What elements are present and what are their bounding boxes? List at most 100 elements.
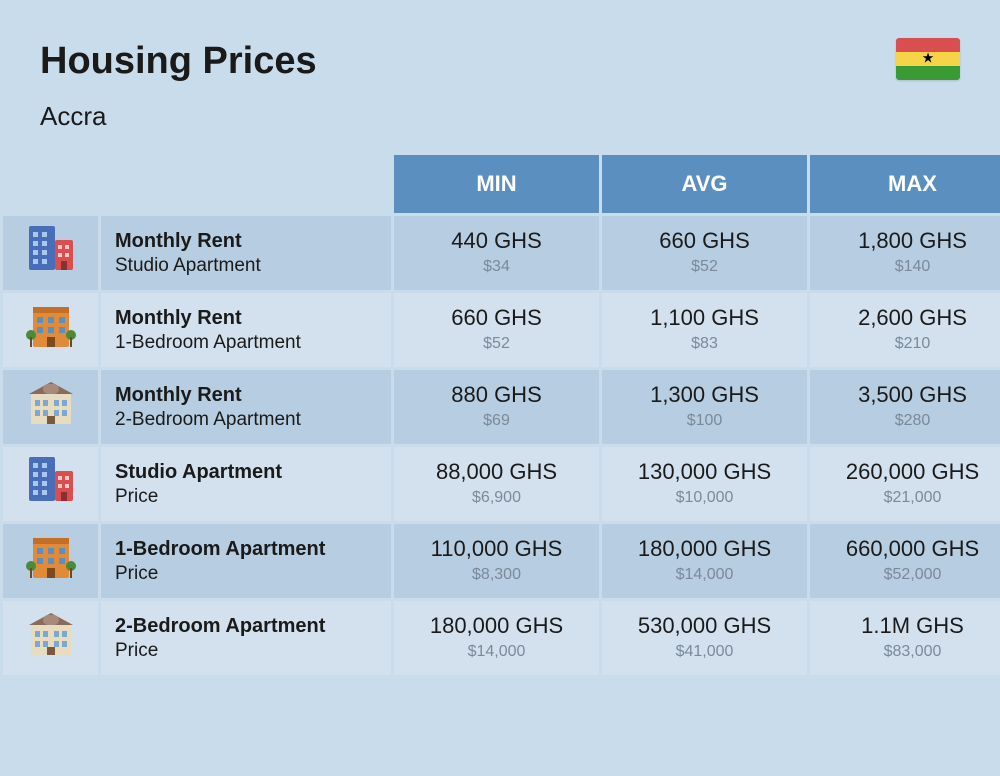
val-usd: $8,300 — [404, 565, 589, 586]
val-ghs: 260,000 GHS — [820, 459, 1000, 485]
row-label-sub: 1-Bedroom Apartment — [115, 331, 381, 355]
building-orange-icon — [25, 530, 77, 582]
table-row: Monthly RentStudio Apartment 440 GHS $34 66… — [3, 216, 1000, 290]
cell-min: 88,000 GHS$6,900 — [394, 447, 599, 521]
val-usd: $41,000 — [612, 642, 797, 663]
cell-max: 1.1M GHS $83,000 — [810, 601, 1000, 675]
pricing-table: MIN AVG MAX Monthly RentStudio Apartment… — [0, 152, 1000, 678]
val-ghs: 1,300 GHS — [612, 382, 797, 408]
cell-max: 660,000 GHS $52,000 — [810, 524, 1000, 598]
cell-avg: 660 GHS $52 — [602, 216, 807, 290]
cell-min: 180,000 GHS $14,000 — [394, 601, 599, 675]
val-usd: $52 — [404, 334, 589, 355]
row-label-main: 2-Bedroom Apartment — [115, 614, 381, 639]
cell-max: 260,000 GHS $21,000 — [810, 447, 1000, 521]
cell-max: 2,600 GHS $210 — [810, 293, 1000, 367]
row-label-sub: Price — [115, 639, 381, 663]
row-label-cell: 2-Bedroom ApartmentPrice — [101, 601, 391, 675]
val-usd: $100 — [612, 411, 797, 432]
val-ghs: 180,000 GHS — [612, 536, 797, 562]
col-max: MAX — [810, 155, 1000, 213]
cell-min: 660 GHS $52 — [394, 293, 599, 367]
row-label-cell: 1-Bedroom ApartmentPrice — [101, 524, 391, 598]
row-label-cell: Studio ApartmentPrice — [101, 447, 391, 521]
row-label-cell: Monthly RentStudio Apartment — [101, 216, 391, 290]
table-row: Monthly Rent1-Bedroom Apartment 660 GHS $5… — [3, 293, 1000, 367]
val-ghs: 660 GHS — [404, 305, 589, 331]
val-ghs: 110,000 GHS — [404, 536, 589, 562]
flag-star-icon: ★ — [922, 50, 935, 67]
val-usd: $10,000 — [612, 488, 797, 509]
val-usd: $6,900 — [404, 488, 589, 509]
table-row: 2-Bedroom ApartmentPrice 180,000 GHS $14,0… — [3, 601, 1000, 675]
val-usd: $14,000 — [612, 565, 797, 586]
val-ghs: 530,000 GHS — [612, 613, 797, 639]
val-ghs: 880 GHS — [404, 382, 589, 408]
val-ghs: 2,600 GHS — [820, 305, 1000, 331]
row-icon-cell — [3, 447, 98, 521]
val-ghs: 180,000 GHS — [404, 613, 589, 639]
col-min: MIN — [394, 155, 599, 213]
col-avg: AVG — [602, 155, 807, 213]
row-label-cell: Monthly Rent1-Bedroom Apartment — [101, 293, 391, 367]
val-ghs: 130,000 GHS — [612, 459, 797, 485]
table-header-row: MIN AVG MAX — [3, 155, 1000, 213]
val-usd: $52 — [612, 257, 797, 278]
val-ghs: 1.1M GHS — [820, 613, 1000, 639]
cell-avg: 180,000 GHS $14,000 — [602, 524, 807, 598]
building-tall-icon — [25, 222, 77, 274]
cell-max: 3,500 GHS $280 — [810, 370, 1000, 444]
col-blank-2 — [101, 155, 391, 213]
building-tall-icon — [25, 453, 77, 505]
building-orange-icon — [25, 299, 77, 351]
cell-min: 110,000 GHS $8,300 — [394, 524, 599, 598]
page-title: Housing Prices — [40, 40, 960, 83]
row-label-sub: Price — [115, 485, 381, 509]
val-ghs: 440 GHS — [404, 228, 589, 254]
val-ghs: 3,500 GHS — [820, 382, 1000, 408]
val-usd: $52,000 — [820, 565, 1000, 586]
val-usd: $83 — [612, 334, 797, 355]
cell-min: 440 GHS $34 — [394, 216, 599, 290]
table-row: Monthly Rent2-Bedroom Apartment 880 GHS $6… — [3, 370, 1000, 444]
house-beige-icon — [25, 376, 77, 428]
row-label-cell: Monthly Rent2-Bedroom Apartment — [101, 370, 391, 444]
row-label-main: Monthly Rent — [115, 383, 381, 408]
row-label-main: Monthly Rent — [115, 229, 381, 254]
flag-stripe-bot — [896, 66, 960, 80]
val-usd: $14,000 — [404, 642, 589, 663]
col-blank-1 — [3, 155, 98, 213]
row-label-main: 1-Bedroom Apartment — [115, 537, 381, 562]
row-icon-cell — [3, 524, 98, 598]
val-usd: $34 — [404, 257, 589, 278]
page-subtitle: Accra — [40, 101, 960, 132]
row-icon-cell — [3, 216, 98, 290]
val-ghs: 660,000 GHS — [820, 536, 1000, 562]
table-row: 1-Bedroom ApartmentPrice 110,000 GHS $8,30… — [3, 524, 1000, 598]
val-usd: $140 — [820, 257, 1000, 278]
cell-min: 880 GHS $69 — [394, 370, 599, 444]
table-row: Studio ApartmentPrice88,000 GHS$6,900130… — [3, 447, 1000, 521]
row-label-sub: 2-Bedroom Apartment — [115, 408, 381, 432]
val-usd: $210 — [820, 334, 1000, 355]
val-usd: $280 — [820, 411, 1000, 432]
row-label-sub: Studio Apartment — [115, 254, 381, 278]
house-beige-icon — [25, 607, 77, 659]
header: Housing Prices Accra ★ — [0, 0, 1000, 152]
cell-avg: 530,000 GHS $41,000 — [602, 601, 807, 675]
val-ghs: 660 GHS — [612, 228, 797, 254]
cell-max: 1,800 GHS $140 — [810, 216, 1000, 290]
val-ghs: 1,800 GHS — [820, 228, 1000, 254]
cell-avg: 1,100 GHS$83 — [602, 293, 807, 367]
val-usd: $21,000 — [820, 488, 1000, 509]
row-label-main: Studio Apartment — [115, 460, 381, 485]
val-usd: $69 — [404, 411, 589, 432]
cell-avg: 1,300 GHS $100 — [602, 370, 807, 444]
row-icon-cell — [3, 293, 98, 367]
country-flag-icon: ★ — [896, 38, 960, 80]
row-icon-cell — [3, 601, 98, 675]
val-usd: $83,000 — [820, 642, 1000, 663]
row-icon-cell — [3, 370, 98, 444]
cell-avg: 130,000 GHS $10,000 — [602, 447, 807, 521]
row-label-main: Monthly Rent — [115, 306, 381, 331]
